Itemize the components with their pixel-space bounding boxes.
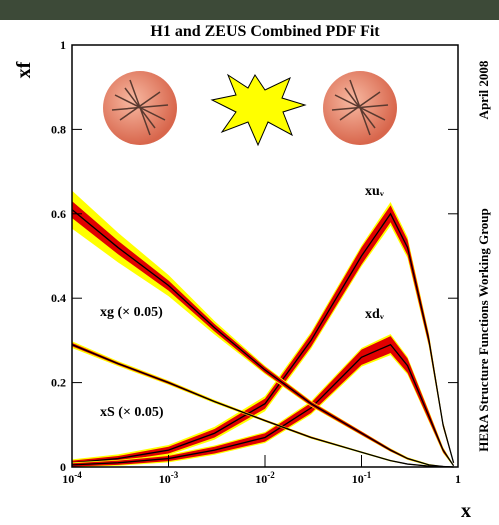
- x-tick-label: 10-3: [159, 470, 179, 486]
- x-axis-label: x: [461, 500, 471, 522]
- series-label: xdᵥ: [365, 307, 385, 322]
- x-tick-label: 10-1: [352, 470, 372, 486]
- uncertainty-band: [72, 336, 454, 467]
- uncertainty-band: [72, 201, 454, 467]
- y-tick-label: 0.8: [51, 122, 66, 136]
- y-tick-label: 0.4: [51, 291, 66, 305]
- x-tick-label: 10-2: [255, 470, 275, 486]
- series-label: xS (× 0.05): [100, 405, 164, 420]
- series-label: xuᵥ: [365, 184, 385, 199]
- top-banner: [0, 0, 499, 20]
- y-tick-label: 0: [60, 460, 66, 474]
- y-axis-label: xf: [13, 61, 35, 78]
- side-date: April 2008: [476, 60, 491, 119]
- series-line: [71, 344, 454, 468]
- y-tick-label: 0.2: [51, 376, 66, 390]
- series-line: [71, 209, 454, 468]
- chart-title: H1 and ZEUS Combined PDF Fit: [150, 23, 380, 40]
- x-tick-label: 10-4: [62, 470, 82, 486]
- side-group: HERA Structure Functions Working Group: [476, 208, 491, 451]
- x-tick-label: 1: [455, 472, 461, 486]
- series-label: xg (× 0.05): [100, 305, 163, 320]
- series-line: [71, 343, 455, 467]
- decoration: [103, 71, 397, 147]
- uncertainty-band: [72, 201, 454, 467]
- y-tick-label: 1: [60, 38, 66, 52]
- y-tick-label: 0.6: [51, 207, 66, 221]
- series-line: [71, 212, 455, 464]
